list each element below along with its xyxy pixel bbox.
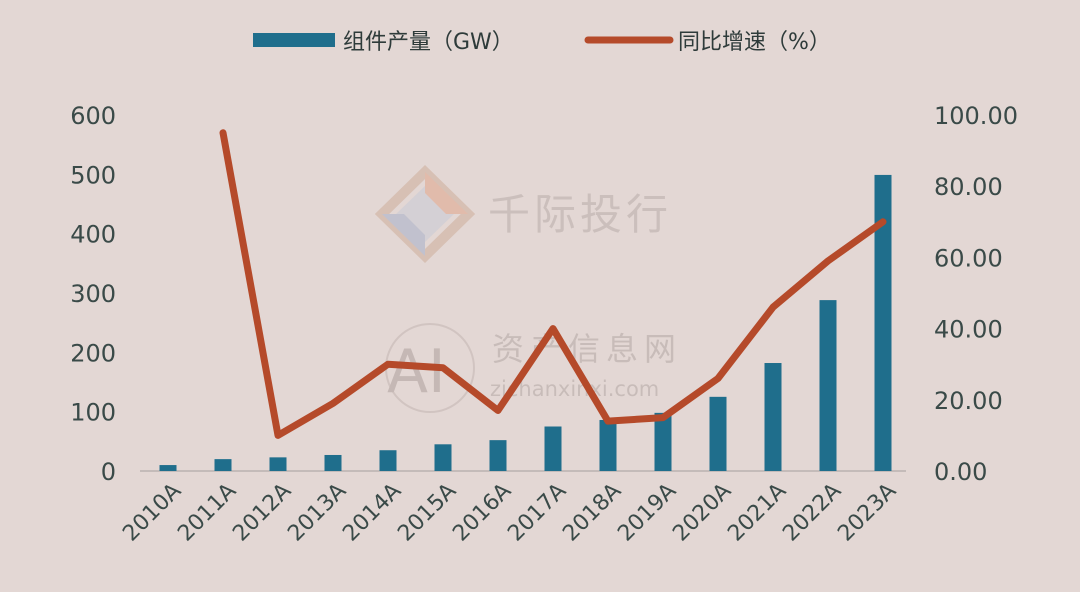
line-point-2016A	[495, 407, 501, 414]
y-axis-right: 0.00 20.00 40.00 60.00 80.00 100.00	[934, 102, 1018, 486]
line-series	[219, 129, 887, 439]
x-tick-label: 2022A	[778, 479, 846, 547]
bar-2018A	[599, 419, 617, 471]
line-point-2017A	[550, 325, 556, 332]
y-left-tick-label: 300	[70, 280, 116, 308]
bar-2019A	[654, 412, 672, 471]
y-right-tick-label: 0.00	[934, 458, 987, 486]
y-left-tick-label: 600	[70, 102, 116, 130]
x-tick-label: 2013A	[283, 479, 351, 547]
legend: 组件产量（GW） 同比增速（%）	[253, 30, 831, 55]
watermark-logo-letters: AI	[387, 337, 446, 407]
bar-2013A	[324, 454, 342, 471]
x-tick-label: 2018A	[558, 479, 626, 547]
bar-2016A	[489, 440, 507, 471]
y-axis-left: 0 100 200 300 400 500 600	[70, 102, 116, 486]
y-left-tick-label: 200	[70, 339, 116, 367]
legend-bar-swatch	[253, 33, 335, 47]
watermark-brand: 千际投行	[374, 165, 672, 263]
x-tick-label: 2021A	[723, 479, 791, 547]
y-right-tick-label: 20.00	[934, 387, 1003, 415]
line-point-2015A	[440, 364, 446, 371]
x-tick-label: 2023A	[833, 479, 901, 547]
y-right-tick-label: 80.00	[934, 173, 1003, 201]
line-point-2021A	[770, 304, 776, 311]
bar-2012A	[269, 457, 287, 471]
x-tick-label: 2016A	[448, 479, 516, 547]
y-right-tick-label: 60.00	[934, 244, 1003, 272]
line-point-2012A	[275, 432, 281, 439]
y-left-tick-label: 500	[70, 161, 116, 189]
x-tick-label: 2015A	[393, 479, 461, 547]
bar-2011A	[214, 459, 232, 471]
legend-bar-label: 组件产量（GW）	[343, 30, 514, 55]
x-tick-label: 2014A	[338, 479, 406, 547]
line-point-2011A	[220, 129, 226, 136]
x-axis-labels: 2010A2011A2012A2013A2014A2015A2016A2017A…	[118, 479, 901, 547]
x-tick-label: 2020A	[668, 479, 736, 547]
bar-2017A	[544, 426, 562, 471]
y-left-tick-label: 100	[70, 399, 116, 427]
line-point-2019A	[660, 414, 666, 421]
line-point-2022A	[825, 257, 831, 264]
x-tick-label: 2011A	[173, 479, 241, 547]
bar-2014A	[379, 450, 397, 471]
bar-2020A	[709, 396, 727, 471]
y-left-tick-label: 400	[70, 221, 116, 249]
y-right-tick-label: 100.00	[934, 102, 1018, 130]
line-point-2023A	[880, 218, 886, 225]
legend-line-label: 同比增速（%）	[678, 30, 831, 55]
line-point-2020A	[715, 375, 721, 382]
bar-2010A	[159, 465, 177, 471]
x-tick-label: 2019A	[613, 479, 681, 547]
watermark-brand-text: 千际投行	[488, 190, 672, 239]
bar-series	[159, 174, 892, 471]
y-left-tick-label: 0	[101, 458, 116, 486]
x-tick-label: 2017A	[503, 479, 571, 547]
line-point-2018A	[605, 418, 611, 425]
watermark-site-cn: 资产信息网	[492, 330, 682, 368]
y-right-tick-label: 40.00	[934, 316, 1003, 344]
bar-2022A	[819, 300, 837, 471]
x-tick-label: 2012A	[228, 479, 296, 547]
bar-2015A	[434, 444, 452, 471]
bar-2023A	[874, 174, 892, 471]
line-point-2014A	[385, 361, 391, 368]
line-point-2013A	[330, 400, 336, 407]
bar-2021A	[764, 363, 782, 471]
brand-logo-icon	[374, 165, 476, 263]
x-tick-label: 2010A	[118, 479, 186, 547]
